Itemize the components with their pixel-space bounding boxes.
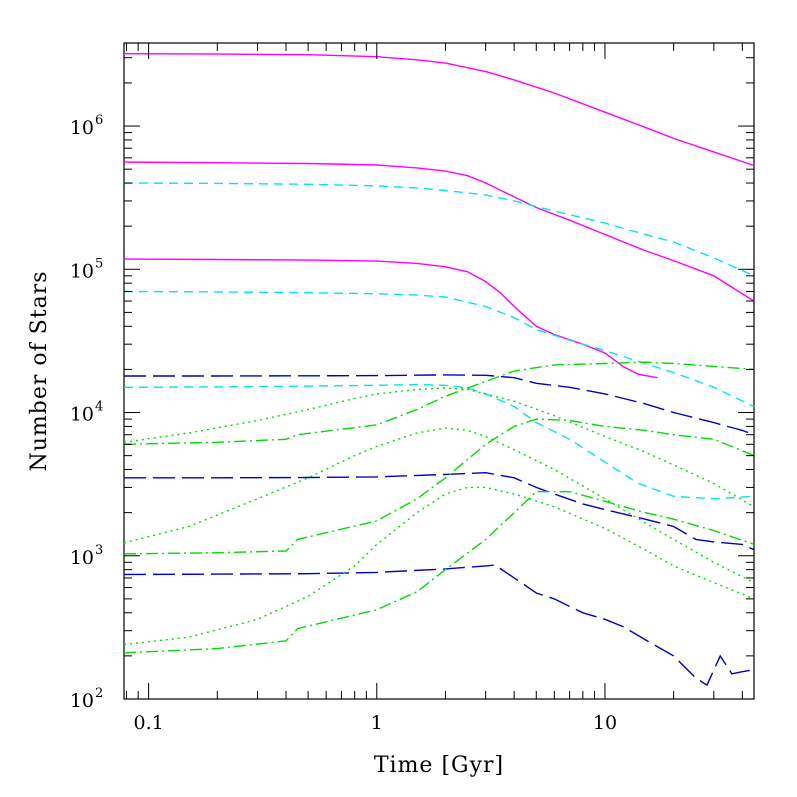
x-axis-label: Time [Gyr]	[374, 753, 504, 778]
y-tick-exponent: 4	[95, 400, 103, 415]
series-layer	[123, 53, 755, 687]
series-line-1	[123, 53, 755, 167]
x-tick-label: 1	[371, 712, 383, 734]
series-line-13	[123, 361, 755, 445]
series-line-3	[123, 258, 658, 379]
series-line-4	[123, 182, 755, 277]
series-line-8	[124, 471, 755, 551]
y-tick-exponent: 3	[95, 543, 103, 558]
y-tick-exponent: 6	[95, 113, 103, 128]
series-line-12	[123, 486, 755, 646]
y-axis-label: Number of Stars	[27, 270, 52, 471]
series-line-11	[123, 427, 755, 584]
series-line-7	[124, 374, 755, 436]
x-tick-label: 0.1	[133, 712, 163, 734]
y-tick-exponent: 5	[95, 256, 103, 271]
series-line-5	[123, 290, 755, 408]
series-line-15	[123, 491, 755, 654]
series-line-9	[123, 564, 755, 687]
series-line-10	[123, 387, 755, 508]
y-tick-exponent: 2	[95, 686, 103, 701]
y-tick-label: 10	[70, 690, 94, 712]
y-tick-label: 10	[70, 404, 94, 426]
series-line-6	[123, 383, 755, 500]
y-tick-label: 10	[70, 260, 94, 282]
y-tick-label: 10	[70, 547, 94, 569]
series-line-14	[123, 418, 755, 555]
series-line-2	[123, 161, 755, 302]
plot-frame	[123, 42, 755, 700]
tick-layer	[124, 43, 754, 700]
x-tick-label: 10	[593, 712, 617, 734]
y-tick-label: 10	[70, 117, 94, 139]
